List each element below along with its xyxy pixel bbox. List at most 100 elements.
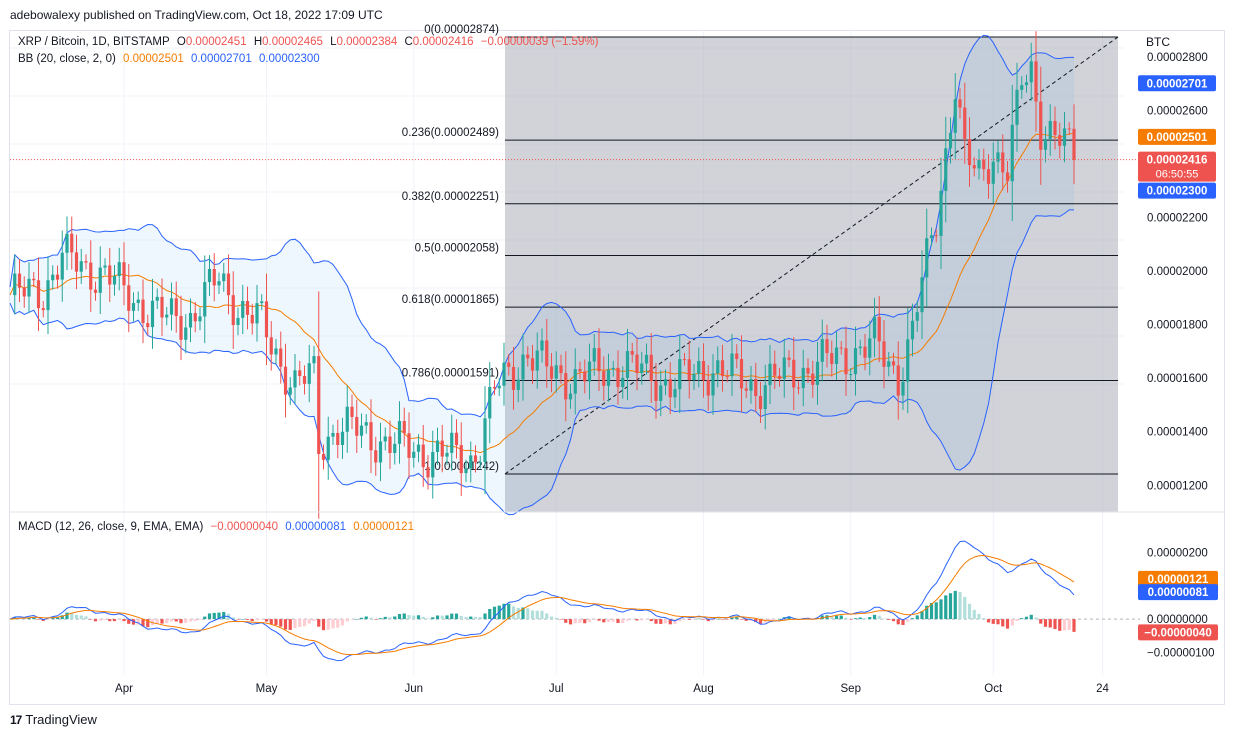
candle-body bbox=[298, 370, 302, 377]
macd-label[interactable]: MACD (12, 26, close, 9, EMA, EMA) bbox=[18, 521, 204, 533]
macd-hist-bar bbox=[972, 609, 976, 620]
macd-hist-bar bbox=[644, 619, 649, 620]
macd-hist-bar bbox=[511, 606, 516, 620]
candle-body bbox=[46, 280, 50, 311]
candle-body bbox=[241, 300, 245, 318]
macd-hist-bar bbox=[136, 619, 140, 625]
macd-hist-bar bbox=[483, 613, 487, 620]
candle-body bbox=[212, 268, 216, 286]
close-value: 0.00002416 bbox=[412, 36, 474, 48]
macd-hist-bar bbox=[882, 618, 886, 620]
candle-body bbox=[587, 361, 592, 382]
candle-body bbox=[526, 354, 530, 359]
candle-body bbox=[830, 353, 834, 365]
macd-hist-bar bbox=[188, 619, 193, 622]
macd-line bbox=[9, 540, 1075, 662]
candle-body bbox=[910, 320, 915, 340]
macd-hist-bar bbox=[635, 619, 639, 621]
candle-body bbox=[716, 360, 720, 374]
candle-body bbox=[1043, 138, 1048, 150]
macd-hist-bar bbox=[464, 616, 468, 620]
macd-hist-bar bbox=[369, 617, 373, 620]
candle-body bbox=[483, 418, 487, 463]
candle-body bbox=[644, 354, 649, 364]
x-axis-tick-label: May bbox=[256, 683, 278, 695]
macd-hist-bar bbox=[1043, 619, 1048, 627]
candle-body bbox=[445, 452, 449, 457]
candle-body bbox=[545, 340, 549, 367]
candle-body bbox=[302, 376, 307, 384]
macd-hist-bar bbox=[996, 619, 1000, 625]
x-axis-tick-label: 24 bbox=[1096, 683, 1109, 695]
candle-body bbox=[13, 273, 17, 296]
candle-body bbox=[925, 238, 929, 278]
macd-hist-bar bbox=[915, 615, 919, 620]
candle-body bbox=[122, 262, 126, 286]
candle-body bbox=[450, 432, 454, 453]
candle-body bbox=[331, 432, 335, 437]
macd-hist-bar bbox=[450, 613, 454, 620]
macd-hist-bar bbox=[212, 612, 216, 620]
candle-body bbox=[621, 377, 625, 388]
candle-body bbox=[374, 450, 378, 463]
candle-body bbox=[388, 436, 392, 454]
candle-body bbox=[682, 359, 687, 361]
candle-body bbox=[293, 370, 297, 388]
candle-body bbox=[521, 354, 525, 380]
macd-hist-bar bbox=[929, 603, 934, 620]
macd-price-tag bbox=[1138, 570, 1218, 587]
macd-hist-bar bbox=[103, 619, 107, 621]
price-tag-label: 0.00002416 bbox=[1147, 155, 1208, 167]
macd-hist-bar bbox=[435, 615, 440, 620]
macd-hist-bar bbox=[526, 608, 530, 620]
candle-body bbox=[706, 380, 710, 396]
macd-hist-bar bbox=[108, 619, 112, 622]
footer-brand[interactable]: TradingView bbox=[25, 712, 97, 727]
candle-body bbox=[226, 273, 231, 296]
macd-hist-bar bbox=[426, 618, 430, 620]
macd-hist-bar bbox=[492, 606, 497, 620]
macd-hist-bar bbox=[611, 619, 615, 622]
bb-basis-value: 0.00002501 bbox=[123, 53, 184, 65]
macd-hist-bar bbox=[925, 605, 929, 620]
macd-hist-bar bbox=[768, 619, 772, 621]
macd-hist-bar bbox=[241, 619, 245, 620]
macd-hist-bar bbox=[146, 619, 150, 628]
macd-hist-bar bbox=[1020, 618, 1024, 620]
candle-body bbox=[825, 339, 829, 354]
macd-hist-bar bbox=[355, 619, 359, 620]
macd-hist-bar bbox=[336, 619, 340, 628]
macd-hist-bar bbox=[621, 619, 625, 623]
candle-body bbox=[730, 353, 734, 377]
candle-body bbox=[312, 356, 316, 364]
y-axis-tick-label: 0.00002000 bbox=[1147, 266, 1208, 278]
macd-hist-bar bbox=[678, 619, 682, 622]
macd-hist-bar bbox=[516, 607, 520, 620]
candle-body bbox=[792, 359, 796, 388]
macd-hist-bar bbox=[326, 619, 330, 630]
macd-hist-bar bbox=[431, 617, 435, 620]
macd-hist-bar bbox=[849, 619, 853, 620]
candle-body bbox=[939, 190, 943, 236]
price-tag-label: 0.00002501 bbox=[1147, 132, 1208, 144]
macd-hist-bar bbox=[393, 616, 397, 620]
symbol-label[interactable]: XRP / Bitcoin, 1D, BITSTAMP bbox=[18, 36, 170, 48]
macd-hist-bar bbox=[602, 619, 606, 623]
candle-body bbox=[511, 366, 516, 390]
macd-hist-bar bbox=[174, 619, 178, 622]
candle-body bbox=[516, 379, 520, 390]
macd-hist-bar bbox=[545, 613, 549, 620]
macd-hist-bar bbox=[559, 619, 563, 620]
macd-hist-bar bbox=[279, 619, 283, 627]
bb-upper-line bbox=[9, 34, 1074, 418]
candle-body bbox=[602, 371, 606, 386]
candle-body bbox=[720, 360, 725, 377]
candle-body bbox=[1015, 89, 1019, 125]
macd-hist-bar bbox=[1067, 619, 1071, 630]
candle-body bbox=[93, 289, 98, 293]
macd-hist-bar bbox=[32, 617, 36, 620]
candle-body bbox=[853, 348, 858, 375]
candle-body bbox=[754, 379, 758, 396]
bb-label[interactable]: BB (20, close, 2, 0) bbox=[18, 53, 116, 65]
